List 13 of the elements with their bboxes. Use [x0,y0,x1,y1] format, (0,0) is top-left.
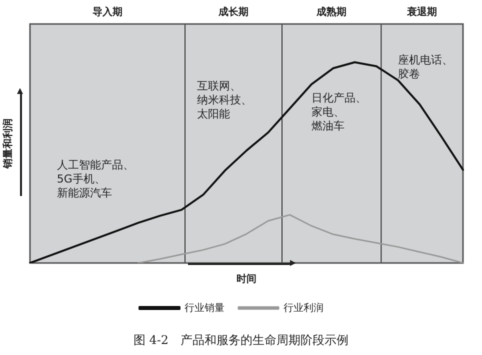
text: 成长期 [218,6,249,18]
legend-label: 行业利润 [284,302,324,314]
annotation: 互联网、纳米科技、太阳能 [197,80,252,121]
legend-label: 行业销量 [184,302,224,314]
text: 图 4-2 产品和服务的生命周期阶段示例 [132,332,350,349]
text: 衰退期 [406,6,438,18]
text: 成熟期 [316,6,347,18]
annotation: 人工智能产品、5G手机、新能源汽车 [56,158,134,200]
annotation: 座机电话、胶卷 [398,53,454,80]
x-axis-title: 时间 [236,272,256,285]
y-axis-title: 销量和利润 [2,118,14,170]
annotation: 日化产品、家电、燃油车 [311,92,366,133]
text: 导入期 [92,6,123,18]
